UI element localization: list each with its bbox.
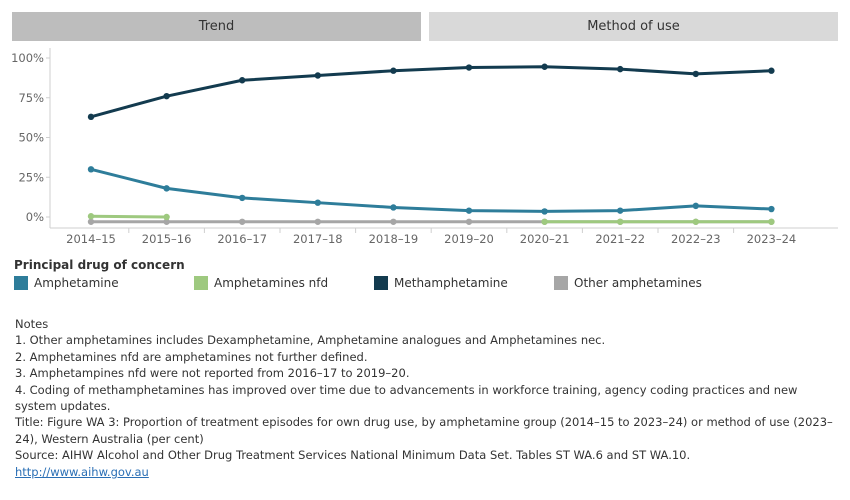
data-point [239,218,246,225]
series-line-methamphetamine [90,65,772,119]
figure-source: Source: AIHW Alcohol and Other Drug Trea… [15,448,691,463]
series-line-amphetamines-nfd [90,214,167,219]
data-point [163,92,170,100]
legend-item: Amphetamine [14,276,119,290]
data-point [465,64,473,71]
legend: Principal drug of concern Amphetamine Amp… [14,258,834,294]
data-point [163,218,170,225]
note-line-1: 1. Other amphetamines includes Dexamphet… [15,333,606,348]
legend-label: Methamphetamine [394,276,508,290]
note-line-2: 2. Amphetamines nfd are amphetamines not… [15,349,368,364]
data-point [768,218,775,225]
data-point [692,202,699,210]
y-tick-label: 50% [18,131,44,145]
data-point [390,67,397,74]
legend-label: Amphetamines nfd [214,276,329,290]
note-line-3: 3. Amphetampines nfd were not reported f… [15,366,410,381]
legend-item: Methamphetamine [374,276,508,290]
figure-title: Title: Figure WA 3: Proportion of treatm… [15,415,833,446]
data-point [390,204,397,211]
data-point [87,213,95,220]
x-tick-label: 2020–21 [520,232,570,246]
tab-trend[interactable]: Trend [12,12,421,41]
data-point [390,218,397,225]
data-point [239,77,246,84]
data-point [617,65,624,73]
legend-item: Amphetamines nfd [194,276,328,290]
x-tick-label: 2016–17 [217,232,267,246]
legend-swatch [554,276,568,290]
data-point [692,218,699,225]
notes: Notes 1. Other amphetamines includes Dex… [15,316,840,480]
x-tick-label: 2014–15 [66,232,116,246]
legend-swatch [14,276,28,290]
line-chart: 0% 25% 50% 75% 100% 2014–15 2015–16 2016–17 2017… [11,48,838,246]
data-point [768,205,775,213]
note-line-4: 4. Coding of methamphetamines has improv… [15,382,798,414]
data-point [541,63,548,70]
x-tick-label: 2015–16 [142,232,192,246]
tab-method-of-use[interactable]: Method of use [429,12,838,41]
x-tick-label: 2023–24 [747,232,797,246]
x-tick-label: 2017–18 [293,232,343,246]
legend-item: Other amphetamines [554,276,702,290]
x-tick-label: 2019–20 [444,232,494,246]
data-point [87,113,95,121]
data-point [541,208,548,215]
x-tick-label: 2022–23 [671,232,721,246]
data-point [239,194,246,202]
data-point [163,213,170,221]
data-point [692,70,699,78]
y-tick-label: 25% [18,170,44,184]
notes-heading: Notes [15,317,49,331]
legend-label: Amphetamine [34,276,119,290]
legend-swatch [374,276,388,290]
data-point [541,218,548,225]
legend-label: Other amphetamines [574,276,702,290]
data-point [314,199,321,206]
data-point [617,207,624,214]
data-point [163,185,170,192]
aihw-link[interactable]: http://www.aihw.gov.au [15,464,149,479]
data-point [465,218,473,225]
data-point [617,218,624,225]
legend-title: Principal drug of concern [14,258,185,272]
x-tick-label: 2021–22 [595,232,645,246]
data-point [768,67,775,74]
legend-swatch [194,276,208,290]
data-point [314,72,321,79]
x-tick-label: 2018–19 [369,232,419,246]
data-point [87,218,95,225]
y-tick-label: 75% [18,91,44,105]
data-point [87,166,95,173]
y-tick-label: 0% [26,210,44,224]
y-tick-label: 100% [11,51,44,65]
view-tabs: Trend Method of use [12,12,838,41]
data-point [465,207,473,214]
data-point [314,218,321,225]
series-line-amphetamine [90,167,772,213]
legend-items: Amphetamine Amphetamines nfd Methamphetami… [14,276,834,294]
